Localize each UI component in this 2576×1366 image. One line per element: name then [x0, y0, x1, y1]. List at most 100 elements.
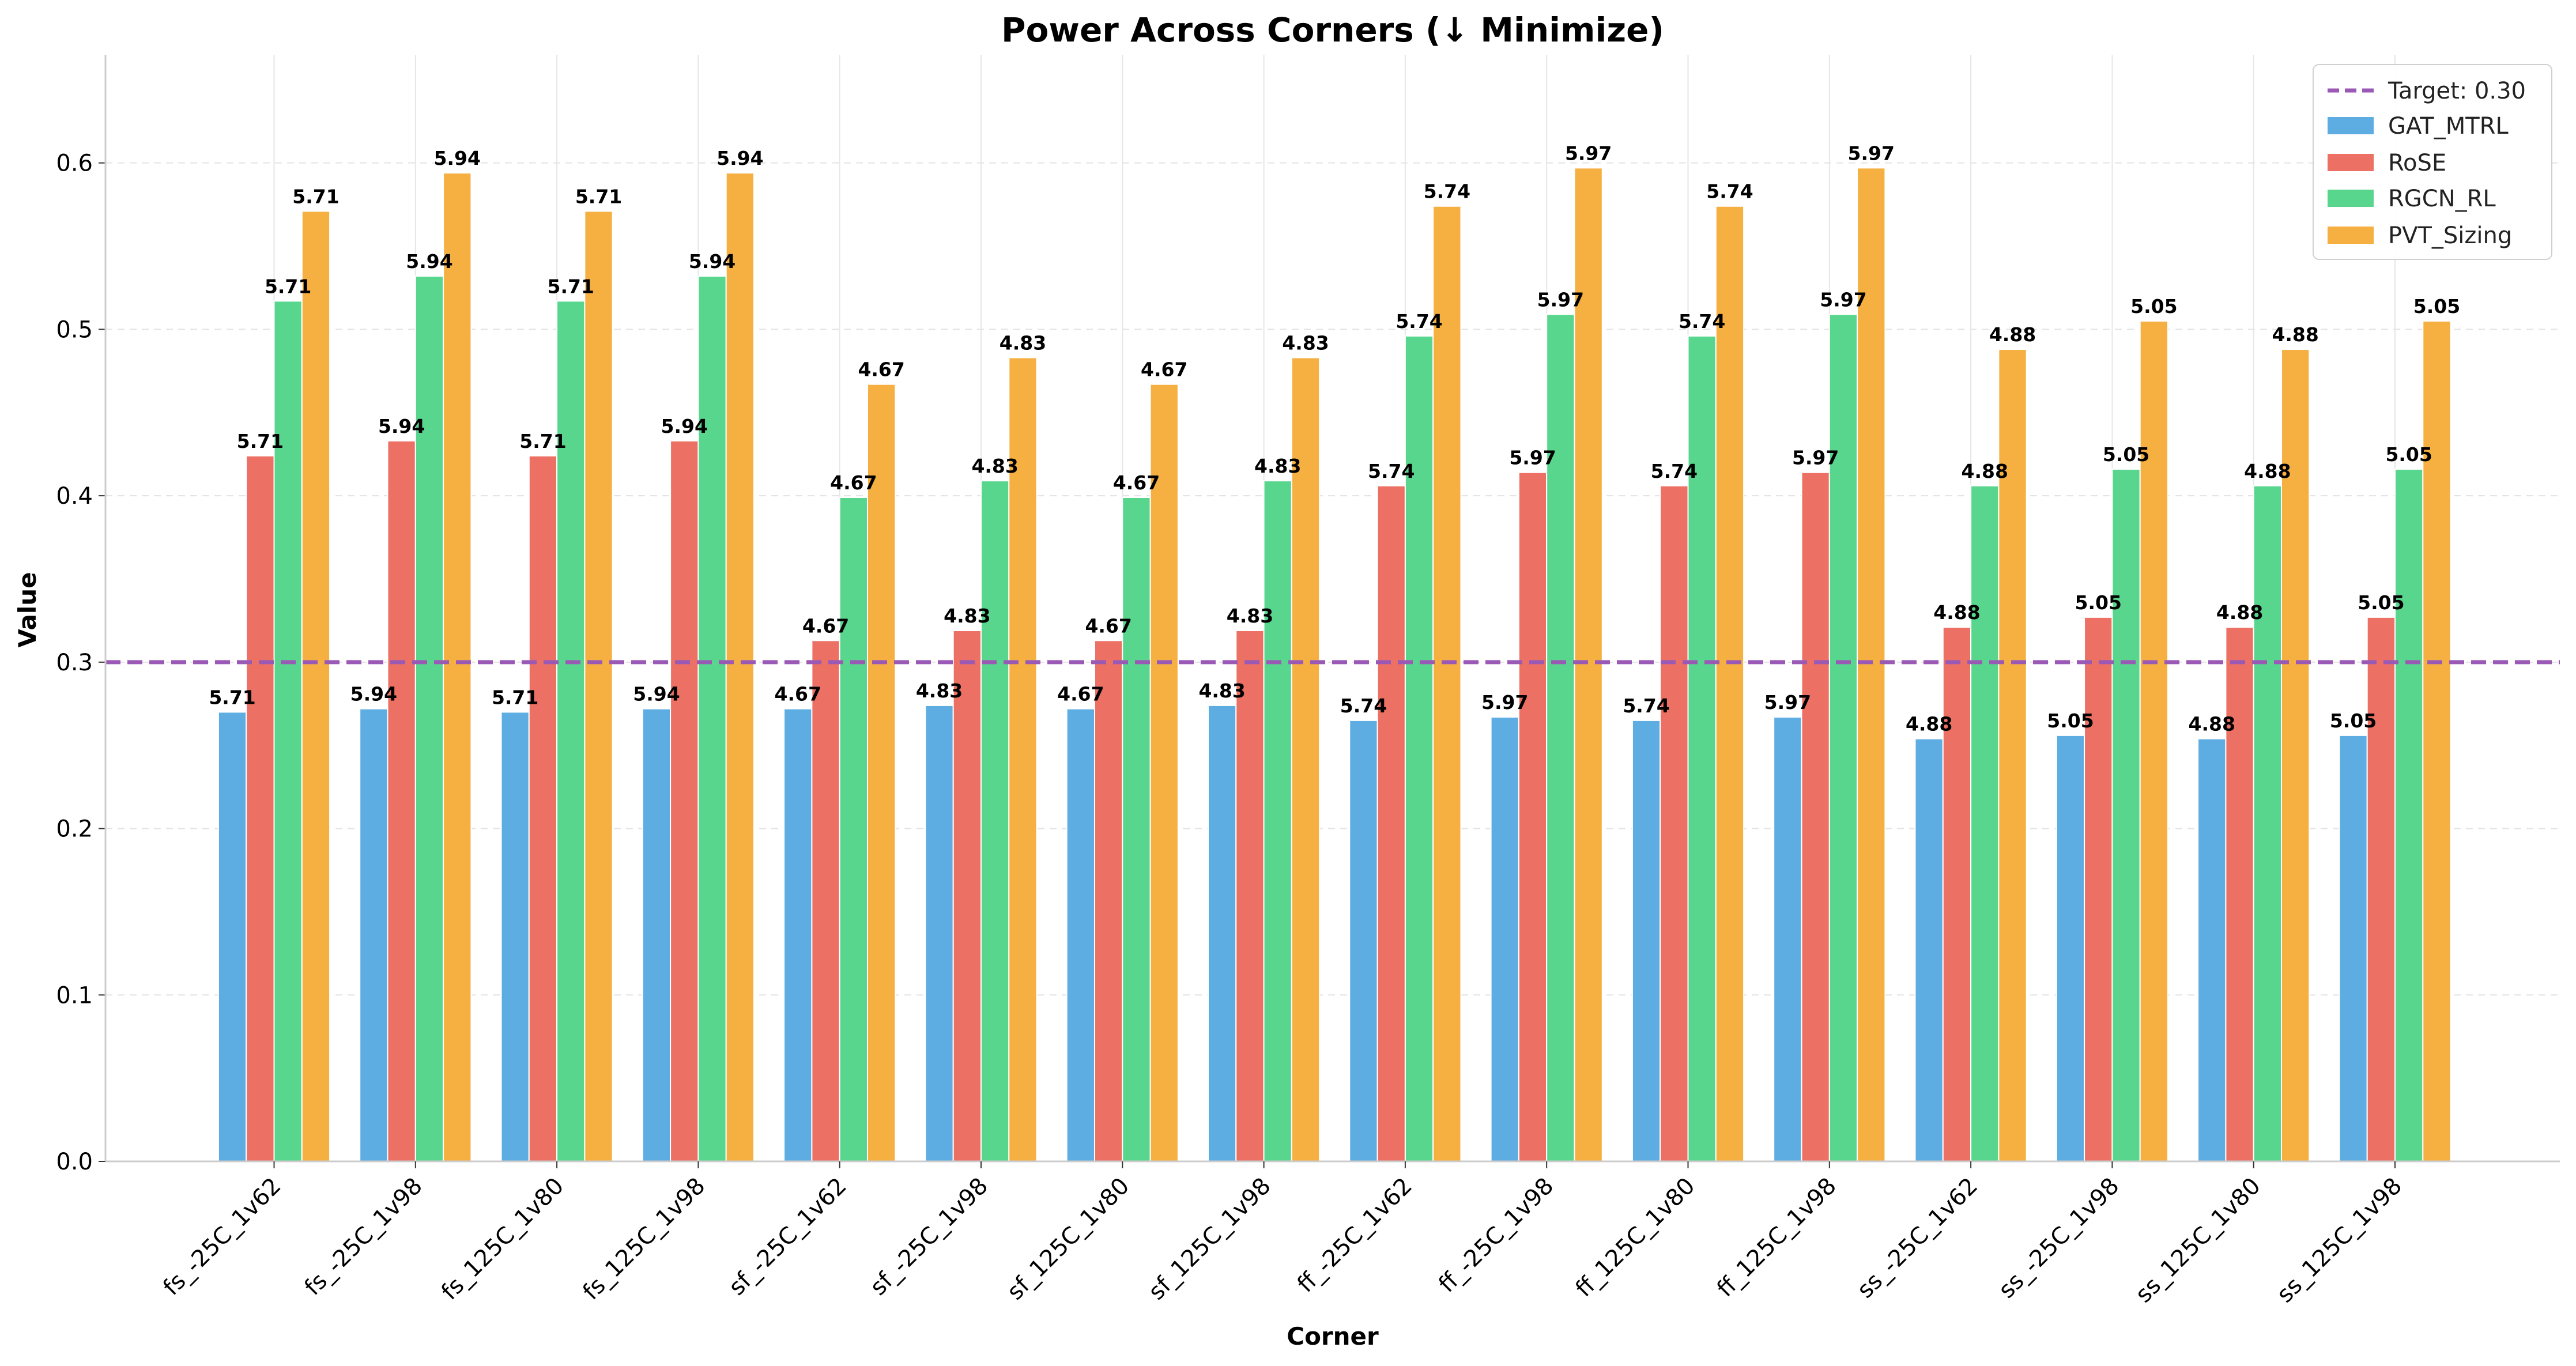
chart-title: Power Across Corners (↓ Minimize) — [1001, 10, 1664, 50]
data-label: 4.88 — [2272, 323, 2318, 346]
bar — [301, 210, 331, 1163]
y-tick-label: 0.3 — [56, 650, 93, 676]
bar — [1094, 640, 1123, 1162]
bar — [925, 704, 954, 1162]
data-label: 4.83 — [1254, 455, 1301, 477]
bar — [1942, 627, 1972, 1162]
x-tick-label: fs_-25C_1v62 — [158, 1173, 286, 1301]
x-tick-label: ff_-25C_1v62 — [1292, 1173, 1417, 1298]
data-label: 4.88 — [2189, 713, 2235, 735]
data-label: 5.71 — [548, 275, 594, 297]
data-label: 4.83 — [1000, 331, 1046, 354]
data-label: 4.83 — [916, 680, 963, 702]
data-label: 5.97 — [1565, 142, 1612, 164]
bar — [1291, 357, 1321, 1163]
data-label: 5.94 — [350, 683, 397, 705]
bar — [528, 455, 558, 1162]
bar — [839, 497, 868, 1162]
bar — [670, 440, 699, 1162]
bar — [414, 276, 444, 1162]
bar — [1715, 205, 1745, 1163]
bar — [811, 640, 840, 1162]
bar — [1574, 167, 1603, 1163]
data-label: 5.71 — [265, 275, 311, 297]
legend-swatch — [2328, 227, 2374, 244]
bar — [1263, 480, 1292, 1162]
data-label: 5.71 — [237, 430, 284, 452]
bar — [783, 708, 813, 1162]
bar — [359, 708, 389, 1162]
bar — [697, 276, 727, 1162]
data-label: 4.88 — [2216, 601, 2263, 624]
bar — [1066, 708, 1095, 1162]
y-tick-label: 0.4 — [56, 483, 93, 510]
data-label: 5.97 — [1820, 288, 1866, 311]
data-label: 5.05 — [2358, 591, 2404, 614]
data-label: 5.97 — [1481, 691, 1528, 714]
data-label: 5.94 — [716, 147, 763, 169]
data-label: 5.71 — [575, 185, 622, 207]
x-tick-label: ff_125C_1v98 — [1712, 1173, 1842, 1303]
bar — [1546, 314, 1575, 1162]
data-label: 4.67 — [1113, 471, 1160, 494]
bar — [1687, 335, 1717, 1162]
data-label: 5.97 — [1764, 691, 1811, 714]
bar — [1235, 629, 1265, 1162]
legend-swatch — [2328, 154, 2374, 171]
data-label: 5.74 — [1396, 310, 1442, 333]
y-tick-label: 0.2 — [56, 816, 93, 843]
data-label: 5.74 — [1651, 460, 1698, 482]
data-label: 5.94 — [434, 147, 481, 169]
x-tick-label: ss_125C_1v80 — [2130, 1173, 2266, 1308]
data-label: 5.94 — [689, 250, 736, 273]
bar — [1828, 314, 1858, 1162]
legend-label: RGCN_RL — [2388, 186, 2496, 212]
data-label: 5.05 — [2103, 443, 2149, 466]
data-label: 5.97 — [1537, 288, 1584, 311]
bar — [1432, 205, 1462, 1163]
grid-layer — [105, 55, 2560, 1161]
data-label: 5.74 — [1368, 460, 1415, 482]
bar — [1659, 485, 1689, 1163]
y-tick-label: 0.1 — [56, 982, 93, 1009]
y-tick-label: 0.5 — [56, 316, 93, 343]
data-label: 4.88 — [1962, 460, 2008, 482]
data-label: 4.83 — [944, 605, 990, 627]
bar — [2139, 320, 2168, 1163]
bar — [1208, 704, 1237, 1162]
y-axis-title: Value — [13, 572, 42, 647]
bar — [1914, 738, 1944, 1162]
legend-swatch — [2328, 190, 2374, 207]
bar — [642, 708, 672, 1162]
x-tick-label: ff_125C_1v80 — [1571, 1173, 1700, 1303]
data-label: 5.97 — [1792, 447, 1839, 469]
x-tick-label: sf_125C_1v80 — [1002, 1173, 1134, 1305]
x-tick-label: ff_-25C_1v98 — [1434, 1173, 1559, 1298]
bar — [2197, 738, 2227, 1162]
data-label: 5.97 — [1848, 142, 1895, 164]
data-label: 5.74 — [1340, 695, 1387, 717]
bar — [1801, 471, 1830, 1162]
x-tick-label: ss_-25C_1v62 — [1852, 1173, 1983, 1304]
data-label: 5.05 — [2075, 591, 2122, 614]
legend-swatch — [2328, 117, 2374, 134]
x-tick-label: ss_125C_1v98 — [2272, 1173, 2407, 1308]
bar — [1857, 167, 1886, 1163]
bar — [1631, 719, 1661, 1162]
bar — [584, 210, 613, 1163]
legend-frame — [2313, 64, 2552, 260]
bar — [2055, 734, 2085, 1162]
data-label: 4.67 — [1085, 614, 1132, 637]
data-label: 5.05 — [2413, 295, 2460, 318]
bar — [1008, 357, 1038, 1163]
data-label: 5.74 — [1706, 180, 1753, 203]
data-label: 4.67 — [775, 683, 821, 705]
bar — [2111, 468, 2141, 1163]
bar — [2394, 468, 2424, 1163]
data-label: 4.88 — [1906, 713, 1952, 735]
bar — [952, 629, 982, 1162]
bar — [2225, 627, 2254, 1162]
data-label: 4.83 — [1282, 331, 1329, 354]
data-label: 4.83 — [1227, 605, 1273, 627]
x-tick-label: ss_-25C_1v98 — [1994, 1173, 2125, 1304]
